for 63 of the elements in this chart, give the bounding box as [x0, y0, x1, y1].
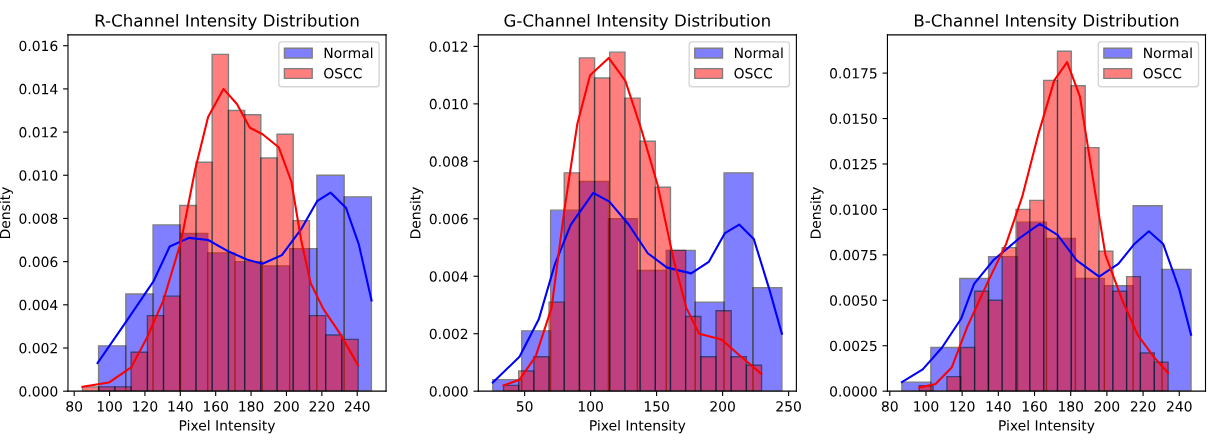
y-tick-label: 0.008	[19, 213, 58, 224]
x-tick-label: 50	[516, 401, 533, 412]
x-tick-label: 250	[776, 401, 801, 412]
x-tick-label: 100	[914, 401, 939, 412]
y-tick-label: 0.004	[19, 299, 58, 311]
legend-label: OSCC	[1143, 68, 1182, 79]
x-tick-label: 80	[66, 401, 83, 412]
y-tick-label: 0.012	[429, 41, 468, 52]
x-tick-label: 150	[644, 401, 669, 412]
chart-title: B-Channel Intensity Distribution	[914, 13, 1179, 31]
y-tick-label: 0.0150	[830, 113, 877, 124]
x-tick-label: 140	[168, 401, 193, 412]
y-tick-label: 0.004	[429, 271, 468, 282]
y-tick-label: 0.0175	[830, 68, 877, 79]
y-tick-label: 0.0100	[830, 204, 877, 215]
y-tick-label: 0.0075	[830, 249, 877, 261]
legend-label: OSCC	[324, 68, 362, 79]
y-tick-label: 0.0025	[830, 340, 877, 352]
y-tick-label: 0.006	[19, 256, 58, 268]
y-tick-label: 0.002	[19, 342, 57, 354]
chart-title: G-Channel Intensity Distribution	[504, 13, 770, 31]
x-tick-label: 160	[203, 401, 229, 412]
x-axis-title: Pixel Intensity	[999, 419, 1095, 434]
x-tick-label: 180	[1058, 401, 1084, 412]
y-tick-label: 0.0125	[830, 158, 877, 170]
y-axis-title: Density	[0, 187, 13, 239]
y-tick-label: 0.008	[429, 156, 468, 167]
x-tick-label: 240	[1167, 401, 1192, 412]
y-axis-title: Density	[810, 187, 824, 239]
x-tick-label: 220	[309, 401, 335, 412]
y-tick-label: 0.012	[19, 127, 57, 138]
x-tick-label: 140	[986, 401, 1011, 412]
x-tick-label: 120	[950, 401, 975, 412]
y-tick-label: 0.014	[19, 83, 58, 95]
y-tick-label: 0.000	[429, 386, 468, 397]
y-tick-label: 0.000	[19, 386, 58, 397]
x-tick-label: 200	[274, 401, 299, 412]
legend-label: Normal	[1144, 47, 1192, 59]
y-tick-label: 0.010	[429, 98, 468, 110]
y-tick-label: 0.0050	[830, 295, 877, 306]
chart-title: R-Channel Intensity Distribution	[95, 13, 359, 31]
x-tick-label: 180	[239, 401, 264, 412]
line-series	[96, 191, 373, 365]
x-tick-label: 200	[710, 401, 735, 412]
x-axis-title: Pixel Intensity	[590, 419, 686, 434]
y-tick-label: 0.016	[19, 40, 58, 52]
legend-label: Normal	[324, 47, 373, 59]
y-axis-title: Density	[409, 187, 424, 239]
x-tick-label: 220	[1130, 401, 1156, 412]
legend-label: Normal	[734, 47, 783, 59]
legend-label: OSCC	[734, 68, 773, 79]
x-tick-label: 120	[133, 401, 158, 412]
y-tick-label: 0.0000	[830, 386, 877, 397]
y-tick-label: 0.002	[429, 328, 468, 340]
x-tick-label: 80	[881, 401, 898, 412]
x-tick-label: 240	[344, 401, 370, 412]
y-tick-label: 0.010	[19, 170, 58, 181]
x-tick-label: 100	[578, 401, 603, 412]
y-tick-label: 0.006	[429, 213, 468, 225]
x-tick-label: 160	[1022, 401, 1047, 412]
x-axis-title: Pixel Intensity	[179, 419, 276, 434]
x-tick-label: 100	[97, 401, 122, 412]
x-tick-label: 200	[1094, 401, 1120, 412]
